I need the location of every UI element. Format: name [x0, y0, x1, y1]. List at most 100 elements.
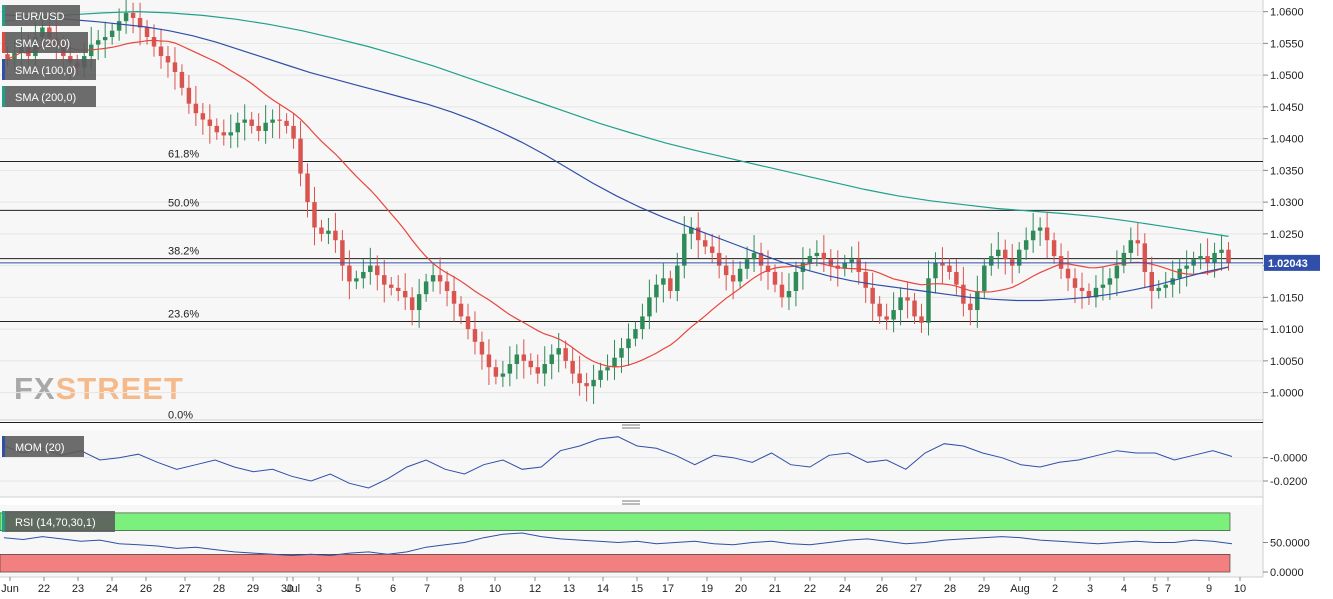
date-tick-label: 21	[769, 583, 781, 595]
svg-text:SMA (100,0): SMA (100,0)	[15, 65, 76, 77]
date-tick-label: 3	[316, 583, 322, 595]
candle-body	[863, 271, 868, 288]
legend: EUR/USD SMA (20,0) SMA (100,0) SMA (200,…	[2, 5, 115, 532]
candle-body	[1072, 278, 1078, 288]
candle-body	[842, 262, 847, 269]
candle-body	[661, 278, 666, 285]
candle-body	[758, 252, 764, 266]
candle-body	[1065, 268, 1071, 279]
candle-body	[772, 271, 778, 285]
candle-body	[521, 354, 527, 361]
candle-body	[975, 291, 980, 311]
mom-line	[3, 436, 1233, 489]
candle-body	[402, 291, 408, 298]
gridlines	[0, 11, 1263, 394]
candle-body	[249, 119, 254, 126]
candle-body	[870, 287, 875, 304]
candle-body	[556, 348, 561, 355]
candle-body	[702, 240, 708, 247]
date-tick-label: 26	[140, 583, 152, 595]
candle-body	[1128, 240, 1134, 253]
rsi-tick-label: 0.0000	[1270, 567, 1304, 579]
candle-body	[312, 202, 317, 228]
candle-body	[500, 373, 506, 377]
fxstreet-watermark: FXSTREET	[14, 371, 184, 406]
date-tick-label: 29	[978, 583, 990, 595]
date-tick-label: 6	[390, 583, 396, 595]
price-tick-label: 1.0100	[1270, 324, 1304, 336]
candle-body	[961, 284, 966, 304]
legend-sma20[interactable]: SMA (20,0)	[2, 32, 88, 53]
date-tick-label: Jun	[1, 583, 19, 595]
candle-body	[584, 383, 589, 387]
candle-body	[130, 12, 136, 18]
candle-body	[298, 138, 303, 174]
candle-body	[228, 132, 233, 136]
candle-body	[437, 275, 443, 282]
candle-body	[444, 281, 450, 292]
splitter-handle-2[interactable]	[622, 500, 640, 505]
legend-symbol[interactable]: EUR/USD	[2, 5, 80, 26]
price-tick-label: 1.0600	[1270, 7, 1304, 19]
candle-body	[151, 37, 157, 47]
candle-body	[1107, 278, 1113, 285]
fib-label: 50.0%	[168, 197, 199, 209]
candle-body	[849, 259, 854, 263]
candle-body	[1184, 265, 1189, 269]
legend-sma100[interactable]: SMA (100,0)	[2, 59, 96, 80]
candle-body	[116, 21, 122, 31]
candle-body	[940, 262, 945, 266]
candle-body	[996, 249, 1001, 257]
candle-body	[891, 310, 896, 320]
candle-body	[465, 316, 471, 330]
date-tick-label: 22	[804, 583, 816, 595]
candle-body	[709, 246, 715, 253]
candle-body	[193, 103, 199, 114]
candle-body	[1100, 284, 1106, 288]
candle-body	[605, 367, 610, 371]
candle-body	[577, 373, 582, 384]
legend-mom[interactable]: MOM (20)	[2, 436, 84, 457]
candle-body	[5, 54, 10, 60]
mom-tick-label: -0.0200	[1270, 476, 1307, 488]
candle-body	[284, 120, 289, 126]
price-tick-label: 1.0550	[1270, 38, 1304, 50]
mom-tick-label: -0.0000	[1270, 453, 1307, 465]
candle-body	[793, 271, 799, 292]
price-tick-label: 1.0000	[1270, 388, 1304, 400]
candle-body	[744, 259, 750, 269]
splitter-handle-1[interactable]	[622, 424, 640, 429]
candle-body	[256, 125, 261, 131]
date-tick-label: 24	[106, 583, 118, 595]
price-axis: 1.0600 1.0550 1.0500 1.0450 1.0400 1.0350 1.03…	[0, 7, 1320, 400]
candle-body	[856, 259, 861, 272]
candle-body	[800, 262, 806, 272]
candle-body	[528, 360, 534, 368]
candle-body	[884, 316, 889, 320]
candle-body	[214, 125, 220, 133]
candle-body	[1086, 291, 1092, 298]
candle-body	[1219, 249, 1224, 253]
candle-body	[1044, 227, 1050, 241]
legend-rsi[interactable]: RSI (14,70,30,1)	[2, 511, 115, 532]
candle-body	[807, 256, 813, 263]
date-tick-label: 28	[944, 583, 956, 595]
candle-body	[1170, 278, 1175, 285]
candle-body	[291, 125, 296, 139]
candle-body	[640, 316, 645, 330]
candle-body	[786, 291, 792, 298]
date-tick-label: 10	[489, 583, 501, 595]
date-tick-label: 14	[597, 583, 609, 595]
legend-sma200[interactable]: SMA (200,0)	[2, 86, 96, 107]
candle-body	[423, 281, 429, 295]
date-tick-label: 12	[529, 583, 541, 595]
fib-label: 61.8%	[168, 148, 199, 160]
sma20-line	[7, 39, 1229, 368]
price-tick-label: 1.0050	[1270, 356, 1304, 368]
date-tick-label: 23	[72, 583, 84, 595]
candle-body	[779, 284, 785, 298]
date-tick-label: 13	[563, 583, 575, 595]
candle-body	[730, 275, 736, 282]
